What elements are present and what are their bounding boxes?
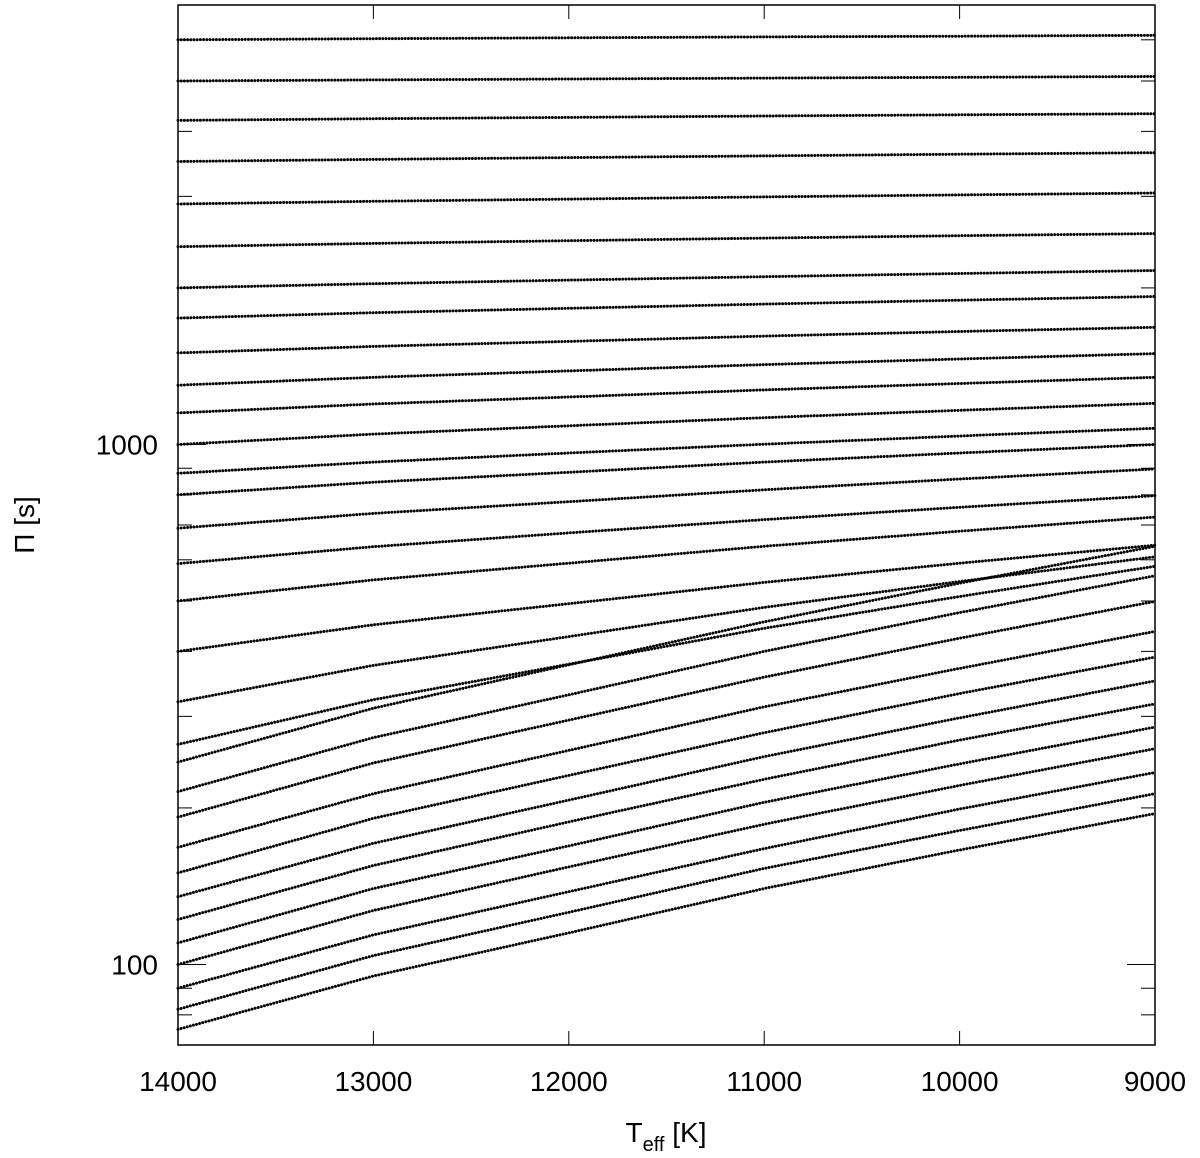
- mode-line: [176, 725, 1157, 945]
- x-tick-label: 14000: [139, 1066, 217, 1097]
- mode-line: [176, 771, 1157, 990]
- x-label-sub: eff: [643, 1134, 665, 1153]
- mode-line: [176, 33, 1157, 42]
- mode-line: [176, 443, 1157, 497]
- mode-line: [176, 151, 1157, 163]
- mode-line: [176, 747, 1157, 966]
- mode-line: [176, 655, 1157, 875]
- mode-line: [176, 375, 1157, 415]
- x-tick-label: 13000: [334, 1066, 412, 1097]
- mode-line: [176, 232, 1157, 249]
- y-tick-label: 100: [111, 949, 158, 980]
- x-label-unit: [K]: [664, 1117, 706, 1148]
- mode-line: [176, 702, 1157, 921]
- mode-line: [176, 75, 1157, 83]
- y-tick-label: 1000: [96, 429, 158, 460]
- mode-line: [176, 792, 1157, 1011]
- y-axis-label: Π [s]: [9, 496, 40, 554]
- x-axis-label: Teff [K]: [626, 1117, 707, 1153]
- x-tick-label: 9000: [1124, 1066, 1186, 1097]
- mode-line: [176, 629, 1157, 849]
- mode-line: [176, 295, 1157, 320]
- x-tick-label: 12000: [530, 1066, 608, 1097]
- x-tick-label: 10000: [921, 1066, 999, 1097]
- x-tick-label: 11000: [726, 1066, 802, 1097]
- mode-line: [176, 426, 1157, 475]
- mode-line: [176, 467, 1157, 530]
- mode-line: [176, 564, 1157, 746]
- mode-line: [176, 543, 1157, 653]
- mode-line: [176, 494, 1157, 566]
- x-label-main: T: [626, 1117, 643, 1148]
- mode-line: [176, 269, 1157, 290]
- mode-line: [176, 555, 1157, 704]
- mode-line: [176, 679, 1157, 899]
- mode-line: [176, 352, 1157, 387]
- mode-line: [176, 574, 1157, 794]
- mode-line: [176, 515, 1157, 603]
- mode-line: [176, 599, 1157, 819]
- mode-line: [176, 112, 1157, 122]
- mode-line: [176, 401, 1157, 446]
- mode-line: [176, 812, 1157, 1031]
- mode-line: [176, 325, 1157, 355]
- mode-line: [176, 191, 1157, 206]
